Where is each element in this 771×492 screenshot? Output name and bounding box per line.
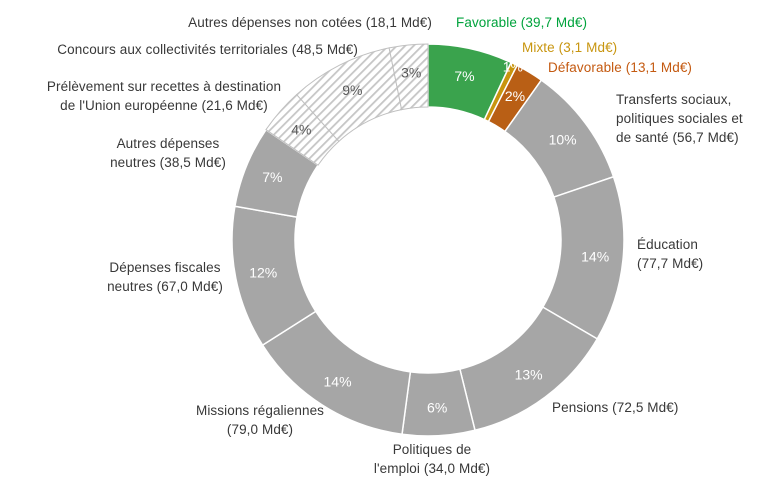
category-label-favorable: Favorable (39,7 Md€)	[456, 15, 588, 30]
segment-pct-label-2: 2%	[505, 88, 525, 104]
donut-segments	[231, 43, 625, 437]
segment-pct-label-9: 7%	[262, 169, 282, 185]
category-label-defavorable: Défavorable (13,1 Md€)	[548, 60, 693, 75]
segment-pct-label-0: 7%	[454, 68, 474, 84]
segment-pct-label-12: 3%	[401, 65, 421, 81]
segment-pct-label-10: 4%	[291, 122, 311, 138]
category-label-autres-depenses-non-cotees: Autres dépenses non cotées (18,1 Md€)	[188, 15, 432, 30]
category-label-missions-regaliennes: Missions régaliennes (79,0 Md€)	[195, 403, 325, 437]
category-label-mixte: Mixte (3,1 Md€)	[522, 40, 618, 55]
category-label-pensions: Pensions (72,5 Md€)	[552, 400, 679, 415]
category-label-concours-collectivites: Concours aux collectivités territoriales…	[57, 42, 358, 57]
segment-pct-label-5: 13%	[515, 366, 543, 382]
segment-pct-label-8: 12%	[249, 265, 277, 281]
segment-pct-label-11: 9%	[342, 82, 362, 98]
donut-percent-labels: 7% 1% 2% 10% 14% 13% 6% 14% 12% 7% 4% 9% 3%	[249, 59, 609, 416]
category-label-transferts-sociaux: Transferts sociaux, politiques sociales …	[616, 92, 743, 145]
category-label-depenses-fiscales-neutres: Dépenses fiscales neutres (67,0 Md€)	[107, 260, 223, 294]
category-label-prelevement-ue: Prélèvement sur recettes à destination d…	[46, 79, 282, 113]
segment-pct-label-3: 10%	[549, 131, 577, 147]
category-label-autres-depenses-neutres: Autres dépenses neutres (38,5 Md€)	[110, 136, 226, 170]
segment-pct-label-4: 14%	[581, 249, 609, 265]
segment-pct-label-1: 1%	[503, 59, 523, 75]
category-label-politiques-emploi: Politiques de l'emploi (34,0 Md€)	[373, 442, 491, 476]
segment-pct-label-7: 14%	[324, 373, 352, 389]
segment-pct-label-6: 6%	[427, 400, 447, 416]
category-label-education: Éducation (77,7 Md€)	[637, 237, 704, 271]
donut-segment-12	[388, 43, 429, 111]
